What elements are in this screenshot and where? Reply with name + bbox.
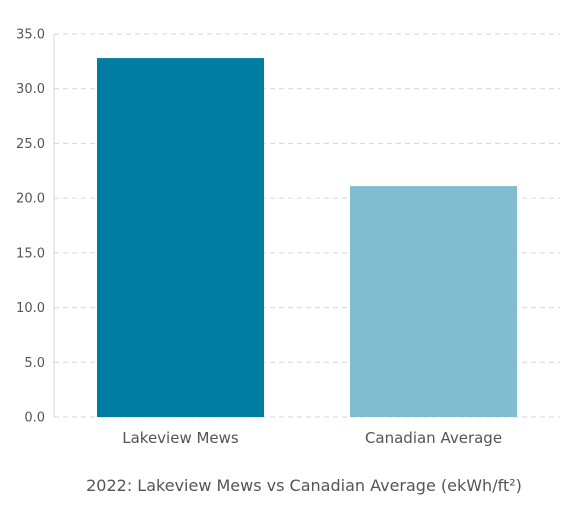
y-tick-label: 30.0 (16, 82, 45, 97)
y-tick-label: 5.0 (24, 356, 45, 371)
x-category-label: Lakeview Mews (122, 429, 239, 447)
y-axis-ticks: 0.0 5.0 10.0 15.0 20.0 25.0 30.0 35.0 (16, 28, 45, 426)
chart-caption: 2022: Lakeview Mews vs Canadian Average … (86, 476, 522, 495)
bars (97, 58, 517, 418)
y-tick-label: 10.0 (16, 301, 45, 316)
y-tick-label: 25.0 (16, 137, 45, 152)
x-axis-labels: Lakeview Mews Canadian Average (122, 429, 502, 447)
y-tick-label: 35.0 (16, 28, 45, 43)
x-category-label: Canadian Average (365, 429, 502, 447)
bar-canadian-average (350, 186, 517, 417)
bar-lakeview-mews (97, 58, 264, 418)
y-tick-label: 20.0 (16, 192, 45, 207)
y-tick-label: 15.0 (16, 246, 45, 261)
y-tick-label: 0.0 (24, 411, 45, 426)
